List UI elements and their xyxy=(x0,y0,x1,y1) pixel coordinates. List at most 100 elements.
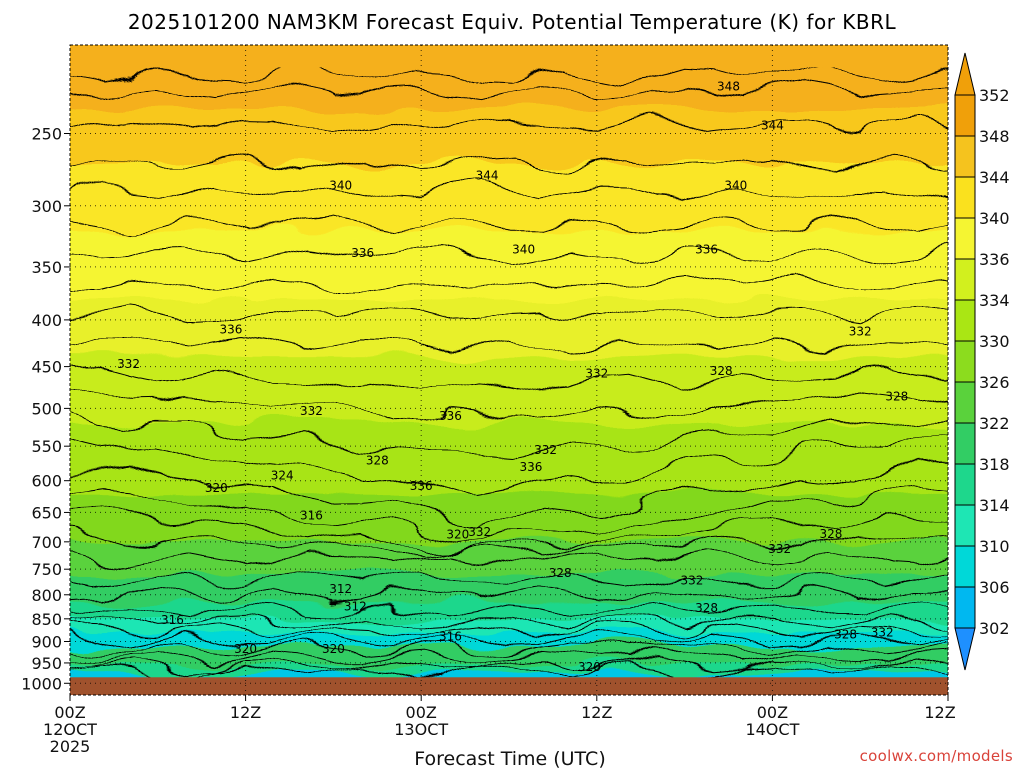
y-tick-label: 800 xyxy=(31,586,62,605)
contour-line xyxy=(70,485,948,542)
field-band xyxy=(70,541,948,576)
y-tick-label: 900 xyxy=(31,632,62,651)
contour-label: 336 xyxy=(439,409,462,423)
field-band xyxy=(70,231,948,301)
colorbar-swatch xyxy=(954,340,976,383)
y-tick-label: 850 xyxy=(31,610,62,629)
contour-line xyxy=(70,218,948,232)
colorbar-label: 340 xyxy=(979,209,1010,228)
contour-line xyxy=(70,641,948,655)
y-tick-label: 1000 xyxy=(21,674,62,693)
x-tick-label: 2025 xyxy=(50,737,91,756)
colorbar-swatch xyxy=(954,381,976,424)
field-band xyxy=(70,574,948,604)
colorbar-label: 352 xyxy=(979,86,1010,105)
colorbar-swatch xyxy=(954,176,976,219)
colorbar-label: 344 xyxy=(979,168,1010,187)
x-tick-label: 13OCT xyxy=(394,720,448,739)
contour-line xyxy=(70,664,948,678)
colorbar-swatch xyxy=(954,504,976,547)
contour-line xyxy=(70,385,948,424)
contour-line xyxy=(70,308,948,322)
colorbar-label: 314 xyxy=(979,496,1010,515)
field-band xyxy=(70,357,948,425)
contour-label: 312 xyxy=(329,582,352,596)
contour-line xyxy=(70,614,948,628)
colorbar-label: 334 xyxy=(979,291,1010,310)
x-tick-label: 00Z xyxy=(757,703,788,722)
contour-label: 332 xyxy=(871,626,894,640)
field-band xyxy=(70,164,948,233)
x-tick-label: 14OCT xyxy=(745,720,799,739)
credit-text: coolwx.com/models xyxy=(860,747,1013,765)
contour-label: 328 xyxy=(366,453,389,467)
contour-label: 328 xyxy=(885,389,908,403)
contour-label: 336 xyxy=(519,460,542,474)
contour-line xyxy=(70,432,948,497)
y-tick-label: 750 xyxy=(31,560,62,579)
colorbar-swatch xyxy=(954,135,976,178)
contour-line xyxy=(70,632,948,646)
contour-line xyxy=(70,157,948,171)
contour-line xyxy=(70,529,948,558)
field-band xyxy=(70,602,948,620)
field-band xyxy=(70,645,948,667)
colorbar-swatch xyxy=(954,258,976,301)
y-tick-label: 650 xyxy=(31,503,62,522)
contour-label: 332 xyxy=(468,525,491,539)
y-tick-label: 350 xyxy=(31,258,62,277)
colorbar-swatch xyxy=(954,586,976,629)
contour-label: 332 xyxy=(768,542,791,556)
colorbar-label: 318 xyxy=(979,455,1010,474)
colorbar-label: 348 xyxy=(979,127,1010,146)
contour-line xyxy=(70,412,948,463)
contour-label: 320 xyxy=(205,481,228,495)
x-axis-label: Forecast Time (UTC) xyxy=(414,748,605,768)
y-axis: 250 300 350 400 450 500 550 600 650 700 750 800 850 9… xyxy=(21,124,70,693)
contour-label: 328 xyxy=(819,527,842,541)
contour-label: 328 xyxy=(695,601,718,615)
contour-label: 348 xyxy=(717,79,740,93)
contour-line xyxy=(70,623,948,637)
contour-labels: 348 344 344 340 340 340 336 336 336 332 332 332 328 3… xyxy=(117,79,908,674)
plot-area: 348 344 344 340 340 340 336 336 336 332 332 332 328 3… xyxy=(70,45,948,695)
contour-line xyxy=(70,551,948,565)
contour-lines xyxy=(70,67,948,678)
field-band xyxy=(70,299,948,359)
y-tick-label: 250 xyxy=(31,124,62,143)
colorbar-label: 306 xyxy=(979,578,1010,597)
contour-line xyxy=(70,365,948,391)
field-band xyxy=(70,108,948,166)
contour-label: 336 xyxy=(220,323,243,337)
x-tick-label: 12OCT xyxy=(43,720,97,739)
contour-label: 328 xyxy=(834,627,857,641)
contour-label: 324 xyxy=(271,468,294,482)
contour-line xyxy=(70,588,948,602)
contour-line xyxy=(70,650,948,664)
contour-label: 320 xyxy=(446,527,469,541)
contour-line xyxy=(70,248,948,262)
y-tick-label: 450 xyxy=(31,358,62,377)
contour-label: 320 xyxy=(578,660,601,674)
contour-label: 320 xyxy=(322,642,345,656)
contour-label: 328 xyxy=(549,566,572,580)
colorbar-swatch xyxy=(954,94,976,137)
colorbar-swatch xyxy=(954,422,976,465)
contour-line xyxy=(70,85,948,99)
contour-label: 332 xyxy=(680,574,703,588)
contour-line xyxy=(70,185,948,199)
x-tick-label: 00Z xyxy=(54,703,85,722)
colorbar-label: 336 xyxy=(979,250,1010,269)
contour-label: 316 xyxy=(439,630,462,644)
x-tick-label: 12Z xyxy=(581,703,612,722)
grid-lines xyxy=(70,45,948,695)
contour-line xyxy=(70,658,948,672)
colorbar-label: 302 xyxy=(979,619,1010,638)
colorbar-label: 322 xyxy=(979,414,1010,433)
colorbar-label: 310 xyxy=(979,537,1010,556)
plot-frame xyxy=(69,44,949,696)
contour-label: 344 xyxy=(476,169,499,183)
contour-label: 328 xyxy=(710,364,733,378)
colorbar-extend-max xyxy=(954,52,976,96)
